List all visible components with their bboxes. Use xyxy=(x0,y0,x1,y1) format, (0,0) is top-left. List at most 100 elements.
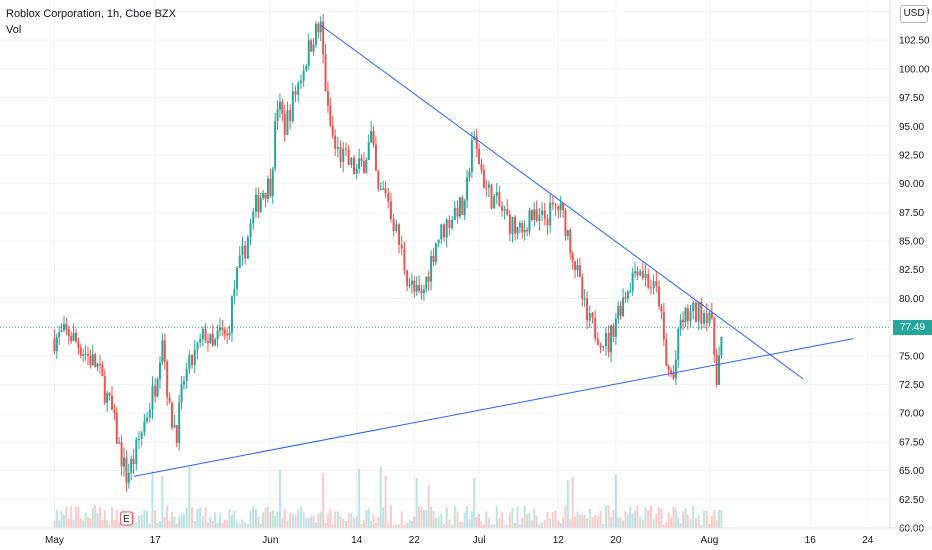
candle-body xyxy=(530,210,533,220)
candle-body xyxy=(252,211,255,224)
volume-bar xyxy=(336,511,339,528)
candle-body xyxy=(413,280,416,292)
volume-bar xyxy=(291,513,294,528)
volume-bar xyxy=(310,515,313,528)
trendlines[interactable] xyxy=(133,24,854,477)
candle-body xyxy=(480,164,483,170)
price-axis[interactable]: 60.00 62.50 65.00 67.50 70.00 72.50 75.00 80.00… xyxy=(889,0,930,535)
candle-body xyxy=(166,361,169,398)
volume-bar xyxy=(546,511,549,528)
candle-body xyxy=(196,342,199,350)
volume-bar xyxy=(314,522,317,528)
volume-bar xyxy=(221,522,224,528)
candle-body xyxy=(266,178,269,199)
volume-bar xyxy=(77,506,80,528)
time-axis[interactable]: May 17 Jun 14 22 Jul 12 20 Aug 16 24 xyxy=(0,527,932,546)
candle-body xyxy=(135,439,138,464)
candle-body xyxy=(647,273,650,288)
candle-body xyxy=(67,329,70,337)
trendline-resistance xyxy=(320,24,804,380)
candle-body xyxy=(362,160,365,173)
candle-body xyxy=(269,178,272,196)
price-tick-label: 95.00 xyxy=(899,122,924,133)
candle-body xyxy=(264,193,267,199)
candle-body xyxy=(94,354,97,367)
volume-bar xyxy=(312,515,315,528)
price-tick-label: 85.00 xyxy=(899,237,924,248)
candle-body xyxy=(58,332,61,337)
candle-body xyxy=(427,276,430,282)
volume-bar xyxy=(511,507,514,528)
candle-body xyxy=(478,148,481,165)
volume-bar xyxy=(624,511,627,528)
candle-body xyxy=(241,245,244,256)
candle-body xyxy=(312,44,315,52)
volume-bar xyxy=(672,506,675,528)
volume-bar xyxy=(374,522,377,528)
candle-body xyxy=(201,329,204,340)
volume-bar xyxy=(299,506,302,528)
volume-bar xyxy=(360,523,363,528)
volume-bar xyxy=(583,514,586,528)
volume-bar xyxy=(586,518,589,528)
price-tick-label: 70.00 xyxy=(899,409,924,420)
candle-body xyxy=(178,402,181,443)
candle-body xyxy=(185,368,188,382)
volume-bar xyxy=(415,477,418,528)
volume-bar xyxy=(118,522,121,528)
candle-body xyxy=(443,224,446,238)
volume-bar xyxy=(62,514,65,528)
candle-body xyxy=(334,135,337,149)
volume-bar xyxy=(156,522,159,528)
candle-body xyxy=(130,458,133,474)
candle-body xyxy=(377,170,380,189)
volume-bar xyxy=(508,512,511,528)
candle-body xyxy=(305,65,308,71)
volume-bar xyxy=(246,524,249,528)
candle-body xyxy=(445,219,448,238)
volume-bar xyxy=(362,520,365,528)
currency-button[interactable]: USD xyxy=(900,5,928,23)
candle-body xyxy=(468,171,471,177)
volume-bar xyxy=(137,515,140,528)
volume-bar xyxy=(466,506,469,528)
volume-bar xyxy=(204,507,207,528)
volume-bar xyxy=(697,515,700,528)
volume-bar xyxy=(281,518,284,528)
volume-bar xyxy=(135,522,138,528)
candle-body xyxy=(118,442,121,444)
volume-bar xyxy=(420,507,423,528)
volume-bar xyxy=(473,478,476,528)
volume-bar xyxy=(188,465,191,528)
volume-bar xyxy=(286,520,289,528)
candle-body xyxy=(670,370,673,374)
candle-body xyxy=(458,197,461,217)
candle-body xyxy=(188,354,191,369)
candle-body xyxy=(310,40,313,52)
volume-bar xyxy=(58,520,61,528)
volume-bar xyxy=(178,516,181,528)
volume-bar xyxy=(199,507,202,528)
candle-body xyxy=(718,355,721,385)
candle-body xyxy=(230,296,233,333)
volume-bar xyxy=(634,510,637,528)
volume-bar xyxy=(370,521,373,528)
earnings-marker[interactable]: E xyxy=(119,511,133,526)
candle-body xyxy=(326,91,329,106)
candle-body xyxy=(151,385,154,410)
volume-bar xyxy=(665,522,668,528)
candle-body xyxy=(599,344,602,348)
candle-body xyxy=(591,313,594,318)
volume-bar xyxy=(182,513,185,528)
candle-body xyxy=(355,168,358,174)
candle-body xyxy=(604,332,607,347)
candle-body xyxy=(148,409,151,418)
candle-body xyxy=(214,339,217,346)
candle-body xyxy=(254,194,257,212)
candle-body xyxy=(703,313,706,324)
candle-body xyxy=(554,204,557,207)
candle-body xyxy=(204,329,207,341)
candle-body xyxy=(336,146,339,149)
candle-body xyxy=(223,329,226,334)
